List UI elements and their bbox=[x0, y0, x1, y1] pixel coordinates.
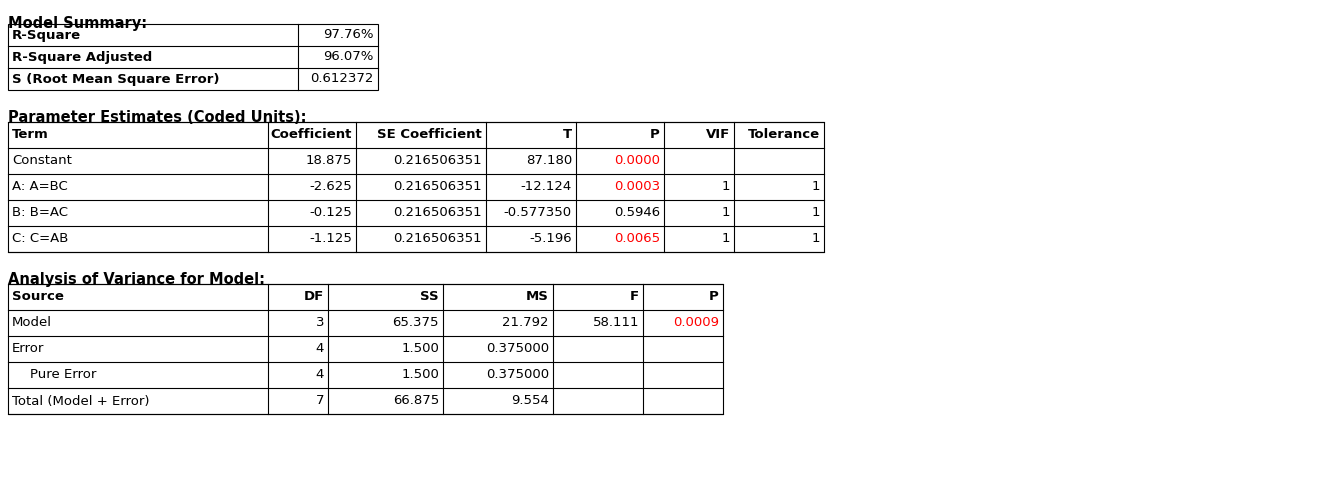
Text: 1: 1 bbox=[721, 206, 730, 220]
Text: A: A=BC: A: A=BC bbox=[12, 181, 68, 193]
Text: 7: 7 bbox=[315, 394, 325, 408]
Text: F: F bbox=[630, 291, 640, 303]
Text: Tolerance: Tolerance bbox=[748, 129, 819, 142]
Text: Source: Source bbox=[12, 291, 64, 303]
Text: Total (Model + Error): Total (Model + Error) bbox=[12, 394, 149, 408]
Text: -0.577350: -0.577350 bbox=[504, 206, 573, 220]
Text: -1.125: -1.125 bbox=[310, 232, 351, 245]
Text: C: C=AB: C: C=AB bbox=[12, 232, 68, 245]
Text: 0.216506351: 0.216506351 bbox=[393, 154, 481, 168]
Text: 4: 4 bbox=[315, 369, 325, 381]
Text: 0.375000: 0.375000 bbox=[485, 342, 548, 356]
Text: R-Square Adjusted: R-Square Adjusted bbox=[12, 51, 153, 63]
Text: 0.216506351: 0.216506351 bbox=[393, 232, 481, 245]
Text: B: B=AC: B: B=AC bbox=[12, 206, 68, 220]
Text: 0.0065: 0.0065 bbox=[614, 232, 660, 245]
Bar bbox=[8, 284, 723, 414]
Text: MS: MS bbox=[526, 291, 548, 303]
Text: SS: SS bbox=[420, 291, 439, 303]
Text: 66.875: 66.875 bbox=[393, 394, 439, 408]
Text: 1.500: 1.500 bbox=[401, 342, 439, 356]
Text: P: P bbox=[650, 129, 660, 142]
Text: 1: 1 bbox=[721, 181, 730, 193]
Text: Analysis of Variance for Model:: Analysis of Variance for Model: bbox=[8, 272, 266, 287]
Text: 1: 1 bbox=[811, 206, 819, 220]
Text: 18.875: 18.875 bbox=[306, 154, 351, 168]
Text: 65.375: 65.375 bbox=[393, 317, 439, 330]
Text: DF: DF bbox=[304, 291, 325, 303]
Text: -0.125: -0.125 bbox=[310, 206, 351, 220]
Text: R-Square: R-Square bbox=[12, 29, 80, 41]
Bar bbox=[8, 24, 378, 90]
Text: 0.0003: 0.0003 bbox=[614, 181, 660, 193]
Text: 0.216506351: 0.216506351 bbox=[393, 206, 481, 220]
Text: 9.554: 9.554 bbox=[511, 394, 548, 408]
Text: 3: 3 bbox=[315, 317, 325, 330]
Text: 0.612372: 0.612372 bbox=[311, 73, 374, 86]
Text: 1: 1 bbox=[811, 181, 819, 193]
Text: 87.180: 87.180 bbox=[526, 154, 573, 168]
Text: Constant: Constant bbox=[12, 154, 72, 168]
Text: P: P bbox=[709, 291, 719, 303]
Text: 96.07%: 96.07% bbox=[323, 51, 374, 63]
Text: 1: 1 bbox=[721, 232, 730, 245]
Text: Error: Error bbox=[12, 342, 44, 356]
Text: -2.625: -2.625 bbox=[310, 181, 351, 193]
Text: 0.0009: 0.0009 bbox=[673, 317, 719, 330]
Text: 4: 4 bbox=[315, 342, 325, 356]
Text: Parameter Estimates (Coded Units):: Parameter Estimates (Coded Units): bbox=[8, 110, 307, 125]
Text: Coefficient: Coefficient bbox=[271, 129, 351, 142]
Text: SE Coefficient: SE Coefficient bbox=[377, 129, 481, 142]
Text: 97.76%: 97.76% bbox=[323, 29, 374, 41]
Text: 1: 1 bbox=[811, 232, 819, 245]
Text: 1.500: 1.500 bbox=[401, 369, 439, 381]
Text: -12.124: -12.124 bbox=[520, 181, 573, 193]
Text: 0.216506351: 0.216506351 bbox=[393, 181, 481, 193]
Text: Term: Term bbox=[12, 129, 48, 142]
Text: Model Summary:: Model Summary: bbox=[8, 16, 148, 31]
Text: Model: Model bbox=[12, 317, 52, 330]
Text: 58.111: 58.111 bbox=[593, 317, 640, 330]
Text: 0.5946: 0.5946 bbox=[614, 206, 660, 220]
Text: -5.196: -5.196 bbox=[530, 232, 573, 245]
Bar bbox=[8, 122, 823, 252]
Text: 0.0000: 0.0000 bbox=[614, 154, 660, 168]
Text: S (Root Mean Square Error): S (Root Mean Square Error) bbox=[12, 73, 220, 86]
Text: Pure Error: Pure Error bbox=[30, 369, 97, 381]
Text: T: T bbox=[563, 129, 573, 142]
Text: 21.792: 21.792 bbox=[503, 317, 548, 330]
Text: 0.375000: 0.375000 bbox=[485, 369, 548, 381]
Text: VIF: VIF bbox=[705, 129, 730, 142]
